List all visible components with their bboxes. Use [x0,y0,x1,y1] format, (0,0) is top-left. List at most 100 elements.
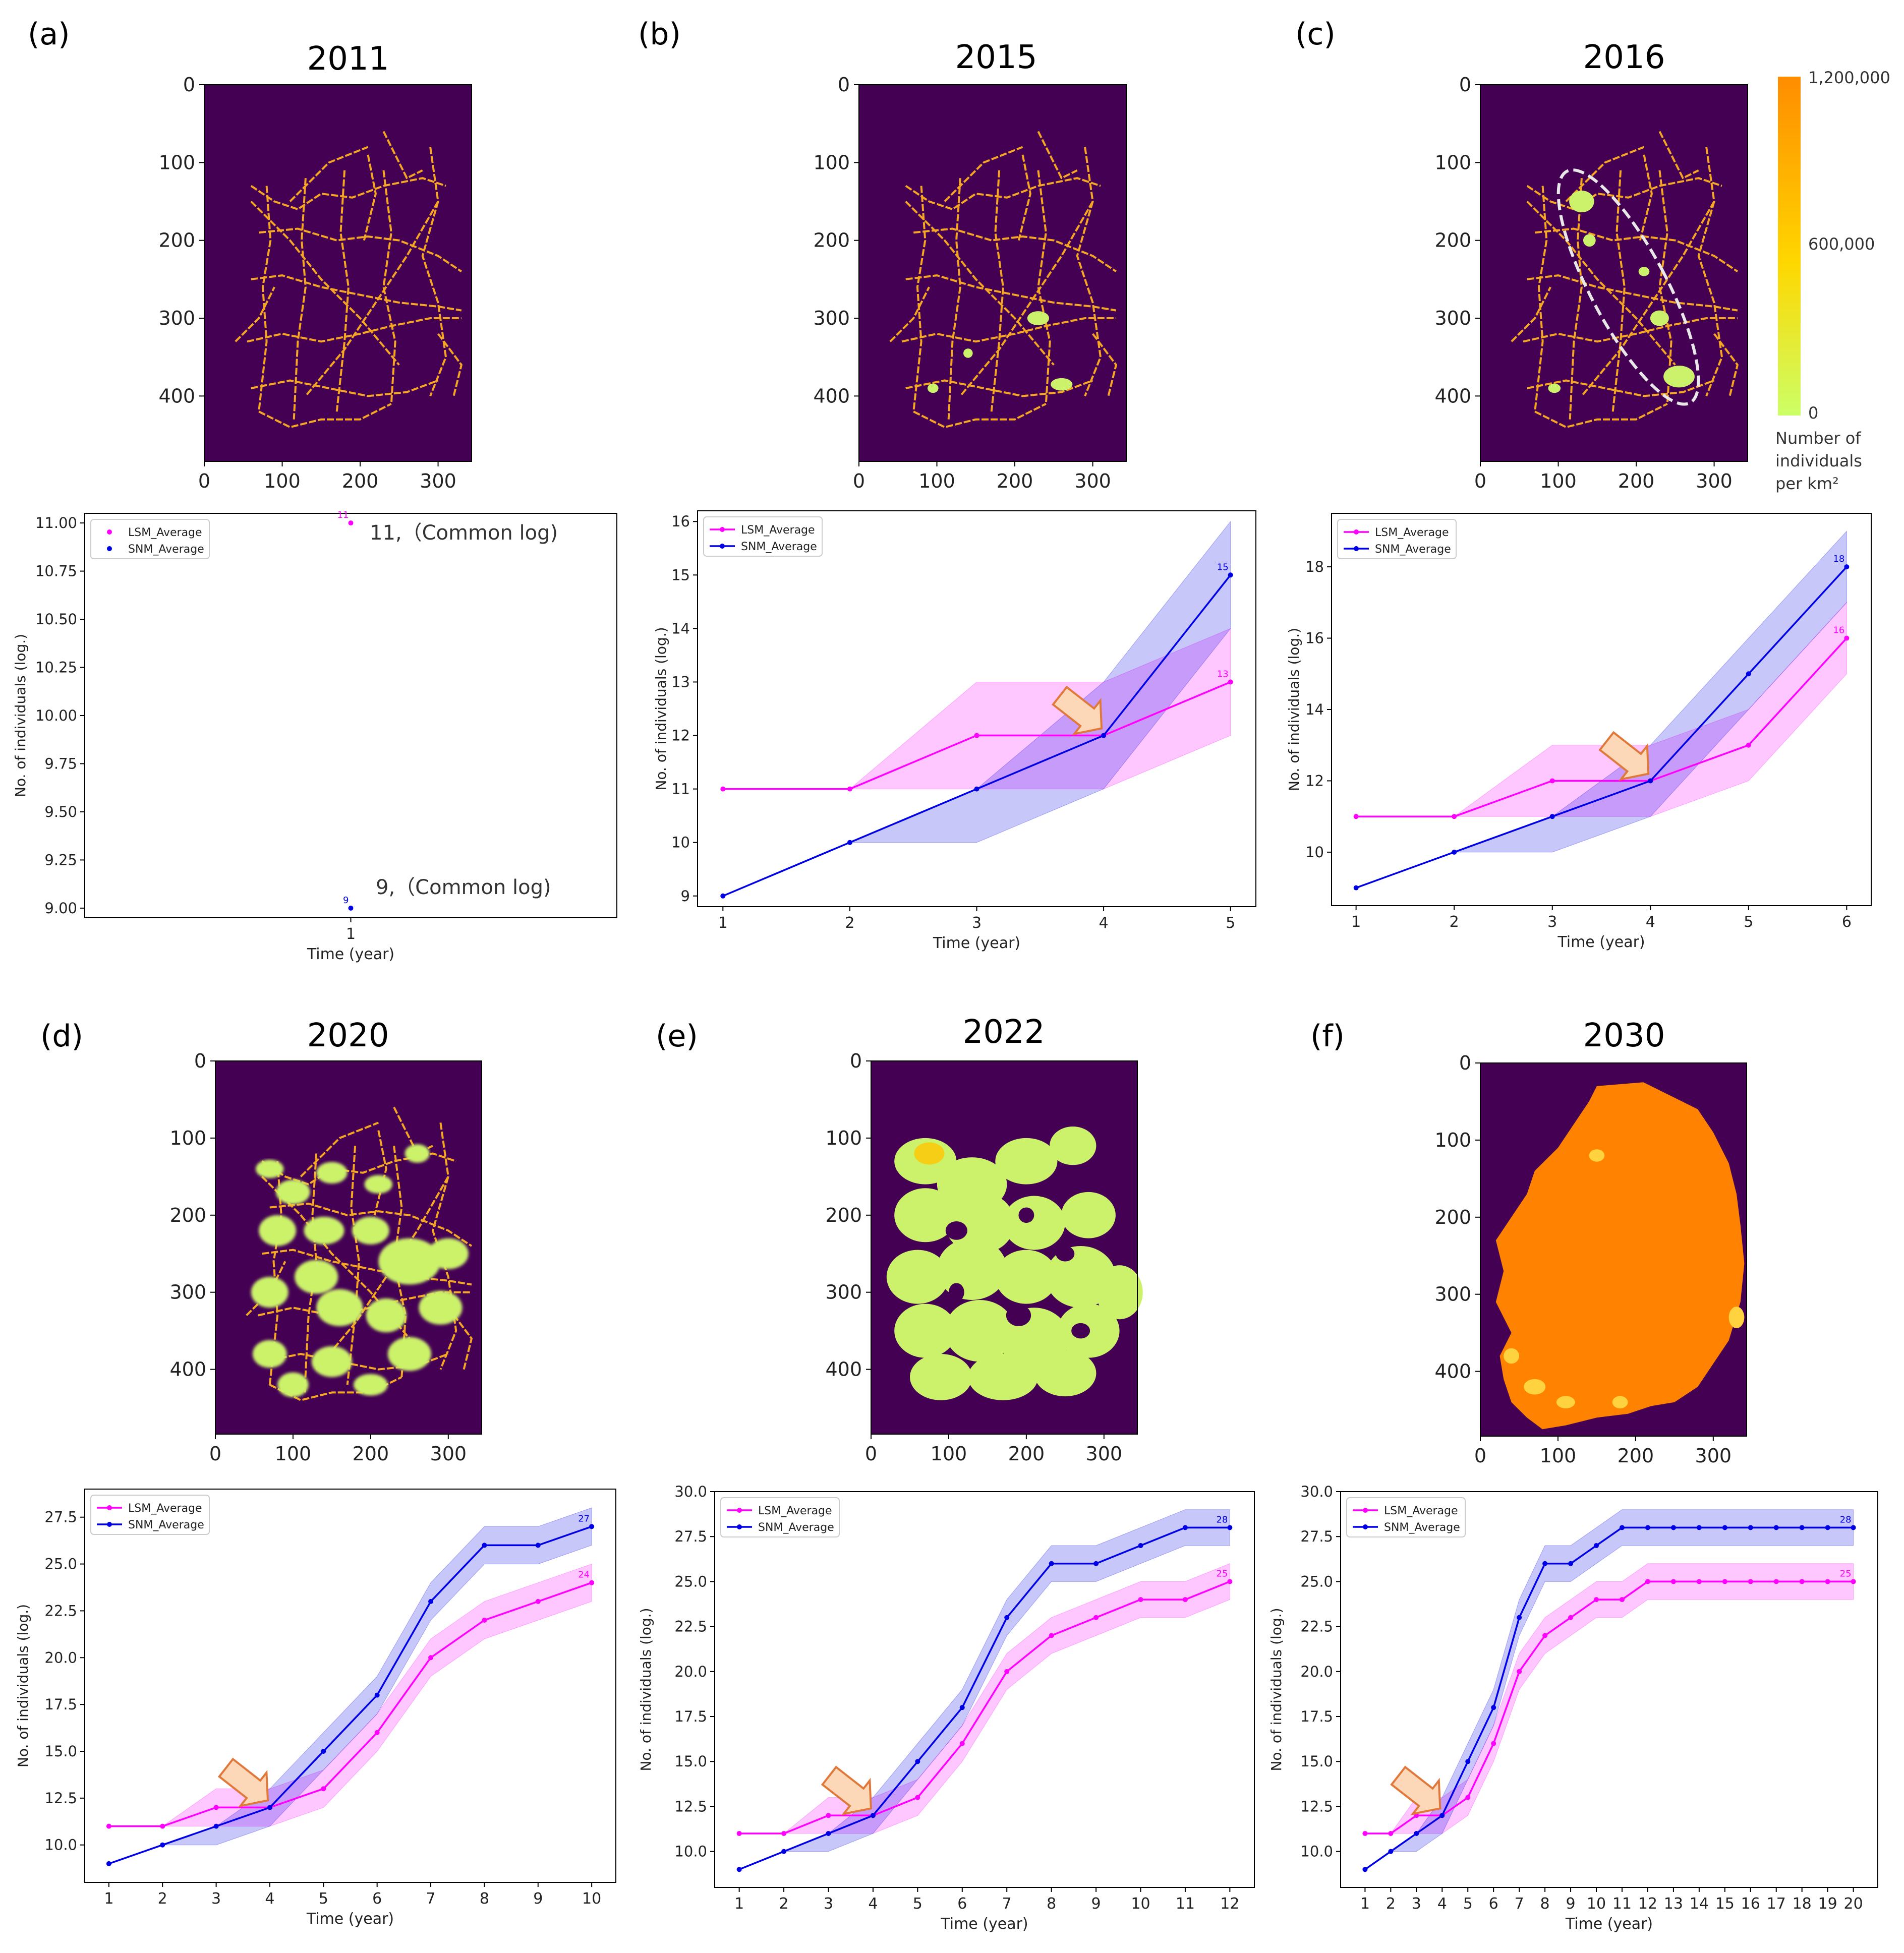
lsm-point [826,1813,831,1818]
snm-point [1670,1525,1676,1530]
snm-end-label: 18 [1833,554,1844,564]
snm-point [589,1524,595,1529]
map-y-tick-label: 400 [158,385,195,407]
lsm-point [1748,1579,1753,1584]
map-corridor [944,146,1023,202]
map-corridor [250,177,446,210]
map-corridor [1037,170,1051,404]
y-axis-label: No. of individuals (log.) [1268,1608,1285,1771]
lsm-point [535,1599,541,1604]
map-y-tick-label: 100 [169,1127,206,1149]
map-x-tick-label: 200 [342,470,379,492]
x-tick-label: 1 [104,1890,113,1908]
map-y-tick-label: 100 [1434,1129,1471,1151]
x-tick-label: 9 [1566,1895,1576,1913]
map-corridor [247,317,461,343]
map-patch [366,1298,407,1333]
map-corridor [432,1122,457,1370]
map-corridor [905,177,1101,210]
map-corridor [1076,147,1102,397]
x-tick-label: 12 [1638,1895,1657,1913]
legend-marker [107,1505,112,1510]
lsm-point [720,786,726,792]
x-axis-label: Time (year) [1557,933,1645,951]
snm-point [915,1759,920,1764]
snm-point [374,1692,380,1698]
map-title-2030: 2030 [1583,1017,1665,1054]
x-tick-label: 10 [582,1890,601,1908]
legend-marker [737,1508,742,1513]
y-tick-label: 10.75 [35,563,77,580]
snm-point [1722,1525,1727,1530]
snm-point [847,840,852,845]
y-tick-label: 11 [671,781,690,798]
map-patch [316,1289,363,1326]
x-tick-label: 5 [913,1895,922,1913]
map-corridor [235,286,275,342]
map-x-tick-label: 300 [1696,470,1733,492]
y-tick-label: 12.5 [44,1790,77,1807]
snm-point [781,1849,787,1854]
map-patch [1027,311,1050,325]
x-tick-label: 4 [1099,914,1109,932]
map-2022: 0 100 200 300 0 100 200 300 400 [825,1050,1143,1465]
lsm-point [736,1830,742,1836]
trend-arrow [1051,685,1103,736]
map-patch [937,1238,1007,1300]
map-corridor [268,1161,282,1385]
map-patch [894,1304,957,1358]
map-corridor [1526,201,1676,366]
x-tick-label: 9 [1091,1895,1101,1913]
map-patch [251,1277,289,1308]
y-tick-label: 18 [1305,558,1324,575]
y-tick-label: 10.50 [35,611,77,628]
snm-point [160,1842,165,1848]
map-y-tick-label: 300 [158,307,195,329]
colorbar-caption-2: individuals [1775,451,1862,470]
snm-point [1093,1561,1099,1566]
map-patch [364,1175,392,1194]
map-y-tick-label: 0 [850,1050,862,1072]
snm-point [1439,1813,1445,1818]
map-corridor [1534,186,1548,412]
map-corridor [913,227,1117,273]
y-axis-label: No. of individuals (log.) [12,634,29,797]
lsm-point [1388,1830,1394,1836]
trend-arrow [1598,731,1650,781]
map-corridor [393,1145,407,1378]
map-x-tick-label: 100 [275,1443,312,1465]
x-tick-label: 3 [1547,913,1557,931]
snm-line [1364,1526,1854,1870]
legend-label-lsm: LSM_Average [128,526,202,539]
x-tick-label: 9 [533,1890,543,1908]
map-y-tick-label: 300 [813,307,850,329]
lsm-point [1844,635,1850,641]
y-tick-label: 16 [1305,630,1324,647]
legend-label-snm: SNM_Average [758,1521,834,1534]
lsm-point [1594,1597,1599,1603]
map-content [246,1106,473,1401]
map-corridor [293,178,307,420]
map-frame [215,1060,482,1435]
map-gap [1056,1246,1075,1262]
lsm-point [1696,1579,1702,1584]
map-y-tick-label: 200 [1434,1206,1471,1228]
map-content [1511,131,1739,429]
map-corridor [300,1121,379,1177]
map-corridor [1581,201,1715,397]
map-patch [311,1346,352,1377]
snm-point [870,1813,876,1818]
map-corridor [913,403,1047,429]
y-tick-label: 11.00 [35,514,77,531]
lsm-point [1138,1597,1143,1603]
map-corridor [335,170,350,412]
x-tick-label: 3 [972,914,982,932]
map-y-tick-label: 400 [1434,1360,1471,1383]
snm-line [738,1526,1230,1870]
lsm-point [374,1730,380,1735]
x-tick-label: 4 [1646,913,1655,931]
colorbar-gradient [1778,77,1801,416]
lsm-point [959,1741,965,1746]
lsm-point [1228,679,1233,685]
map-corridor [1639,154,1653,241]
